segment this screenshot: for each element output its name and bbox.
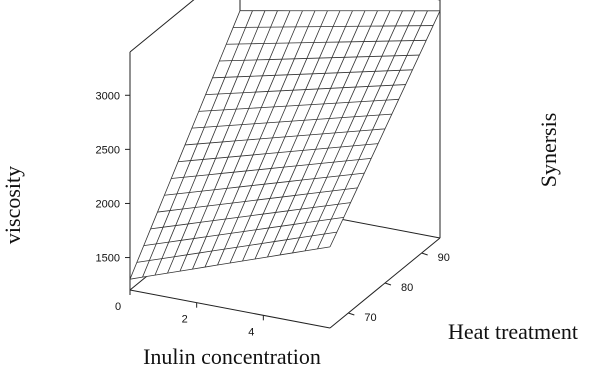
- y-tick-label: 80: [401, 282, 413, 294]
- x-tick-label: 2: [182, 314, 188, 326]
- z-tick-label: 1500: [96, 253, 120, 265]
- mesh-line-y: [143, 216, 344, 247]
- x-tick-label: 0: [115, 301, 121, 313]
- y-tick-mark: [421, 252, 428, 256]
- y-tick-label: 70: [364, 312, 376, 324]
- floor-front-edge: [129, 289, 331, 329]
- y-tick-label: 90: [438, 252, 450, 264]
- left-wall-top-edge: [129, 0, 195, 53]
- z-axis-title: viscosity: [0, 166, 25, 244]
- mesh-line-y: [226, 39, 427, 45]
- mesh-line-y: [164, 172, 365, 196]
- mesh-line-y: [184, 128, 386, 146]
- mesh-line-y: [136, 231, 337, 263]
- z-tick-label: 2000: [96, 198, 120, 210]
- mesh-line-y: [205, 84, 406, 95]
- surface-fill: [130, 10, 440, 280]
- mesh-line-y: [129, 246, 331, 280]
- synersis-label: Synersis: [536, 113, 561, 188]
- response-surface: [129, 10, 441, 280]
- mesh-line-y: [171, 157, 372, 179]
- mesh-line-y: [191, 113, 392, 129]
- x-axis-title: Inulin concentration: [143, 344, 321, 369]
- z-tick-label: 2500: [96, 144, 120, 156]
- mesh-line-y: [198, 98, 399, 112]
- mesh-line-y: [150, 202, 351, 230]
- y-axis-title: Heat treatment: [448, 319, 578, 344]
- mesh-line-y: [233, 25, 434, 28]
- mesh-line-y: [157, 187, 358, 213]
- axis-ticks: 1500 2000 2500 3000 0 2 4 70 80 90: [96, 90, 450, 338]
- mesh-line-y: [212, 69, 413, 79]
- mesh-line-y: [219, 54, 420, 62]
- mesh-line-y: [178, 143, 379, 163]
- x-tick-label: 4: [248, 326, 254, 338]
- y-tick-mark: [384, 282, 392, 286]
- y-tick-mark: [348, 312, 355, 316]
- z-tick-label: 3000: [96, 90, 120, 102]
